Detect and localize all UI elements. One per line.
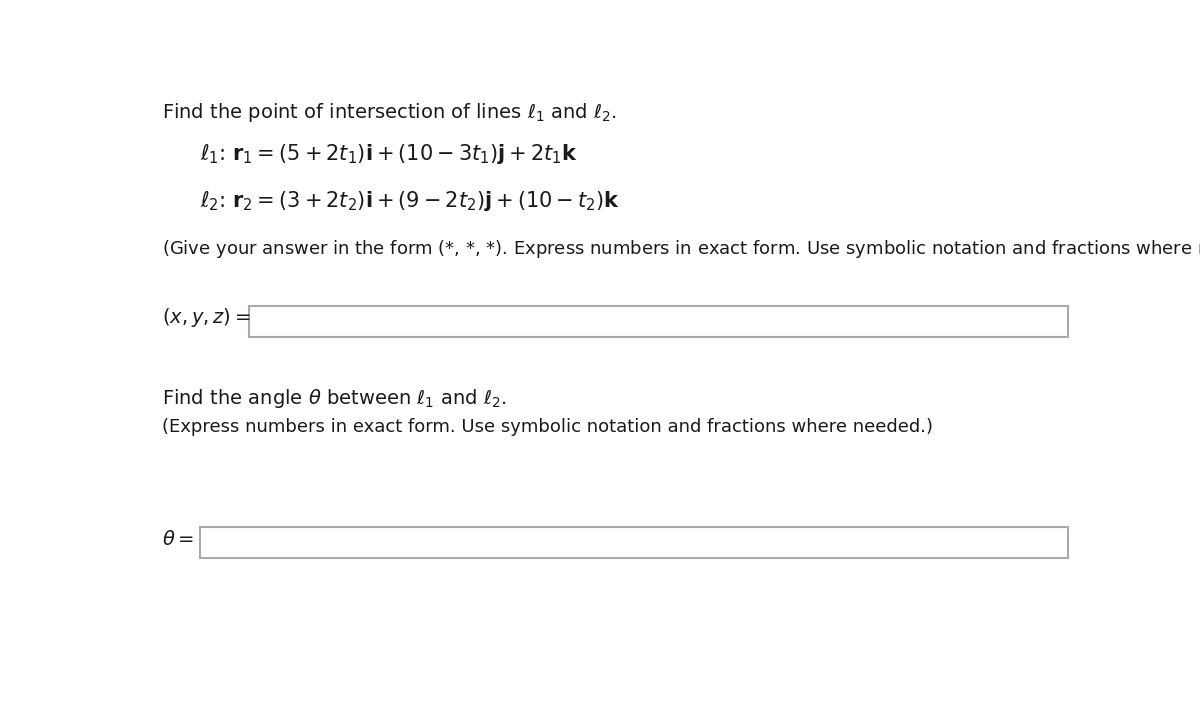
Text: Find the angle $\theta$ between $\ell_1$ and $\ell_2$.: Find the angle $\theta$ between $\ell_1$… xyxy=(162,387,506,411)
Text: (Express numbers in exact form. Use symbolic notation and fractions where needed: (Express numbers in exact form. Use symb… xyxy=(162,418,934,436)
FancyBboxPatch shape xyxy=(199,527,1068,558)
Text: $\ell_2$: $\mathbf{r}_2 = (3 + 2t_2)\mathbf{i} + (9 - 2t_2)\mathbf{j} + (10 - t_: $\ell_2$: $\mathbf{r}_2 = (3 + 2t_2)\mat… xyxy=(199,188,619,213)
Text: $\ell_1$: $\mathbf{r}_1 = (5 + 2t_1)\mathbf{i} + (10 - 3t_1)\mathbf{j} + 2t_1\ma: $\ell_1$: $\mathbf{r}_1 = (5 + 2t_1)\mat… xyxy=(199,143,577,167)
Text: $(x, y, z) =$: $(x, y, z) =$ xyxy=(162,306,251,329)
FancyBboxPatch shape xyxy=(250,306,1068,337)
Text: (Give your answer in the form ($*$, $*$, $*$). Express numbers in exact form. Us: (Give your answer in the form ($*$, $*$,… xyxy=(162,237,1200,260)
Text: $\theta =$: $\theta =$ xyxy=(162,530,194,549)
Text: Find the point of intersection of lines $\ell_1$ and $\ell_2$.: Find the point of intersection of lines … xyxy=(162,101,617,124)
